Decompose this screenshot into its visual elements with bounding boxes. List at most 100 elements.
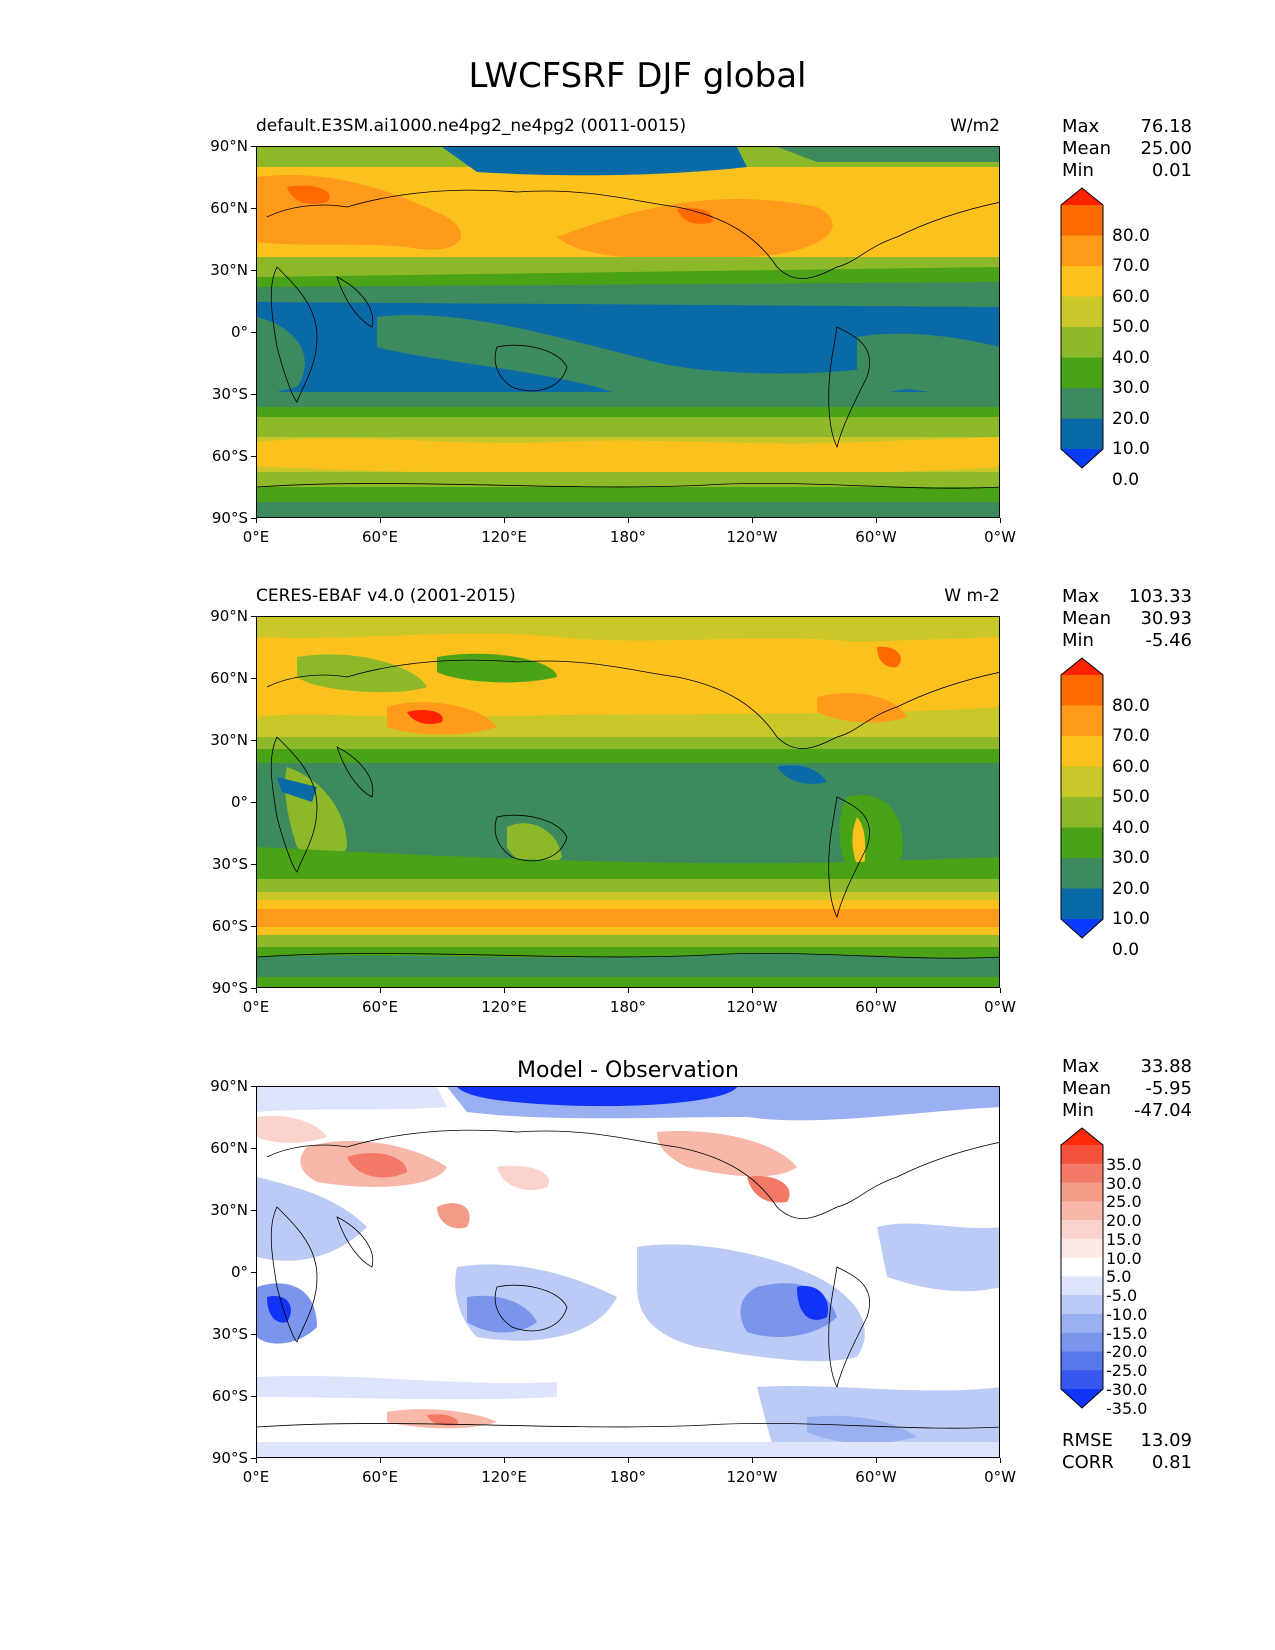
lat-tick-label: 0° <box>230 323 248 341</box>
lon-tick-label: 0°E <box>242 1468 270 1486</box>
lon-tick <box>380 988 381 993</box>
stat-label: CORR <box>1062 1452 1114 1473</box>
panel-title-left: CERES-EBAF v4.0 (2001-2015) <box>256 586 516 606</box>
lon-tick-label: 0°W <box>984 528 1016 546</box>
stat-label: Mean <box>1062 1078 1112 1099</box>
lat-tick-label: 60°N <box>210 669 248 687</box>
lon-tick <box>256 518 257 523</box>
lon-tick <box>380 1458 381 1463</box>
lat-tick-label: 60°N <box>210 199 248 217</box>
colorbar-label: 50.0 <box>1112 317 1150 337</box>
colorbar-outline <box>1060 1127 1104 1409</box>
lon-tick-label: 0°E <box>242 998 270 1016</box>
lon-tick <box>876 518 877 523</box>
lat-tick-label: 60°N <box>210 1139 248 1157</box>
colorbar-label: 60.0 <box>1112 756 1150 777</box>
extra-stats-block: RMSE 13.09 CORR 0.81 <box>1062 1430 1192 1474</box>
lat-tick-label: 90°S <box>211 1449 248 1467</box>
colorbar-segment <box>1061 1238 1103 1259</box>
lat-tick <box>251 616 256 617</box>
colorbar-segment <box>1061 888 1103 920</box>
colorbar-label: 30.0 <box>1106 1173 1142 1193</box>
lat-tick-label: 90°N <box>210 607 248 625</box>
lon-tick <box>752 1458 753 1463</box>
colorbar <box>1060 657 1104 939</box>
lat-tick <box>251 456 256 457</box>
colorbar-segment <box>1061 827 1103 859</box>
lat-tick <box>251 208 256 209</box>
colorbar-label: -5.0 <box>1106 1286 1138 1306</box>
colorbar-label: 30.0 <box>1112 848 1150 868</box>
lon-tick <box>256 1458 257 1463</box>
colorbar-label: 20.0 <box>1112 408 1150 429</box>
lat-tick-label: 0° <box>230 793 248 811</box>
lon-tick <box>628 1458 629 1463</box>
colorbar-label: 25.0 <box>1106 1192 1142 1212</box>
lat-tick-label: 60°S <box>211 1387 248 1405</box>
lat-tick-label: 30°S <box>211 1325 248 1343</box>
colorbar-outline <box>1060 187 1104 469</box>
lon-tick <box>380 518 381 523</box>
colorbar-segment <box>1061 797 1103 828</box>
stat-label: Min <box>1062 630 1094 651</box>
colorbar-label: 40.0 <box>1112 347 1150 368</box>
lat-tick-label: 30°N <box>210 731 248 749</box>
lat-tick-label: 90°N <box>210 1077 248 1095</box>
lon-tick <box>256 988 257 993</box>
stat-row: RMSE 13.09 <box>1062 1430 1192 1452</box>
colorbar-segment <box>1061 1201 1103 1221</box>
lon-tick <box>628 988 629 993</box>
stat-row: Max 33.88 <box>1062 1056 1192 1078</box>
lon-tick-label: 60°E <box>361 998 399 1016</box>
lon-tick-label: 60°E <box>361 1468 399 1486</box>
lon-tick-label: 0°W <box>984 998 1016 1016</box>
colorbar-segment <box>1061 1257 1103 1277</box>
colorbar-segment <box>1061 205 1103 236</box>
lon-tick <box>504 518 505 523</box>
lon-tick-label: 0°W <box>984 1468 1016 1486</box>
lon-tick-label: 120°E <box>481 998 527 1016</box>
panel-units: W/m2 <box>950 116 1000 136</box>
lon-tick <box>876 988 877 993</box>
colorbar-label: 70.0 <box>1112 256 1150 276</box>
colorbar-label: 10.0 <box>1106 1248 1142 1268</box>
lat-tick <box>251 802 256 803</box>
lat-tick-label: 30°N <box>210 261 248 279</box>
colorbar-segment <box>1061 1295 1103 1315</box>
lon-tick <box>752 518 753 523</box>
stat-row: Max 76.18 <box>1062 116 1192 138</box>
colorbar-label: -35.0 <box>1106 1398 1148 1418</box>
colorbar-label: 50.0 <box>1112 787 1150 807</box>
lat-tick <box>251 1396 256 1397</box>
lat-tick <box>251 988 256 989</box>
colorbar-label: -20.0 <box>1106 1342 1148 1362</box>
colorbar-segment <box>1061 675 1103 706</box>
colorbar-label: -15.0 <box>1106 1323 1148 1343</box>
lat-tick <box>251 146 256 147</box>
lat-tick <box>251 1458 256 1459</box>
stat-label: Mean <box>1062 608 1112 629</box>
lon-tick-label: 0°E <box>242 528 270 546</box>
colorbar-segment <box>1061 1220 1103 1240</box>
colorbar-segment <box>1061 357 1103 389</box>
lon-tick-label: 60°W <box>855 1468 897 1486</box>
panel-model: default.E3SM.ai1000.ne4pg2_ne4pg2 (0011-… <box>0 92 1275 562</box>
stat-value: 76.18 <box>1140 116 1192 137</box>
lon-tick <box>504 1458 505 1463</box>
lon-tick-label: 120°E <box>481 1468 527 1486</box>
colorbar-label: 15.0 <box>1106 1229 1142 1249</box>
stat-label: RMSE <box>1062 1430 1113 1451</box>
lon-tick <box>1000 988 1001 993</box>
lon-tick <box>1000 1458 1001 1463</box>
stat-value: 103.33 <box>1129 586 1192 607</box>
colorbar-segment <box>1061 1351 1103 1371</box>
stat-label: Max <box>1062 1056 1100 1077</box>
stat-value: -47.04 <box>1133 1100 1192 1121</box>
lat-tick <box>251 740 256 741</box>
colorbar-label: -25.0 <box>1106 1361 1148 1381</box>
colorbar <box>1060 1127 1104 1409</box>
colorbar-label: 10.0 <box>1112 439 1150 459</box>
stat-value: 25.00 <box>1140 138 1192 159</box>
colorbar-label: 5.0 <box>1106 1267 1132 1287</box>
stat-value: 0.01 <box>1151 160 1192 181</box>
